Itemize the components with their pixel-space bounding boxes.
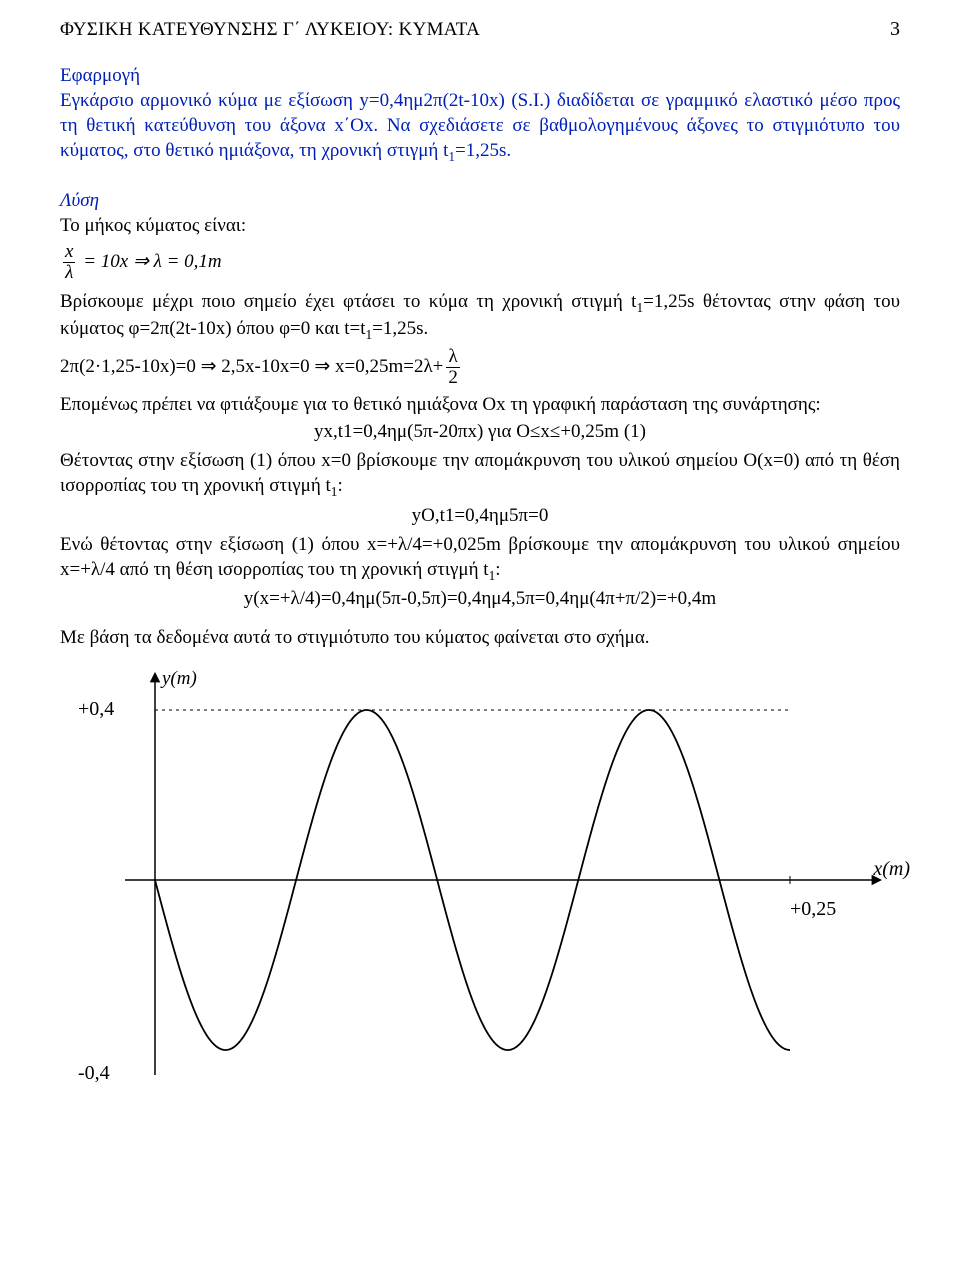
solution-conclusion: Με βάση τα δεδομένα αυτά το στιγμιότυπο … xyxy=(60,625,900,650)
y-tick-positive: +0,4 xyxy=(78,698,114,721)
eq2-frac-num: λ xyxy=(446,347,460,368)
p2-tail: =1,25s. xyxy=(372,318,428,339)
problem-block: Εφαρμογή Εγκάρσιο αρμονικό κύμα με εξίσω… xyxy=(60,63,900,166)
p2-a: Βρίσκουμε μέχρι ποιο σημείο έχει φτάσει … xyxy=(60,291,636,312)
solution-label: Λύση xyxy=(60,188,900,213)
wave-chart-svg xyxy=(60,670,900,1090)
equation-5: y(x=+λ/4)=0,4ημ(5π-0,5π)=0,4ημ4,5π=0,4ημ… xyxy=(60,586,900,611)
x-axis-label: x(m) xyxy=(873,858,910,881)
p5-tail: : xyxy=(495,559,500,580)
p5-a: Ενώ θέτοντας στην εξίσωση (1) όπου x=+λ/… xyxy=(60,534,900,580)
problem-body: Εγκάρσιο αρμονικό κύμα με εξίσωση y=0,4η… xyxy=(60,88,900,166)
p4-a: Θέτοντας στην εξίσωση (1) όπου x=0 βρίσκ… xyxy=(60,450,900,496)
equation-2: 2π(2·1,25-10x)=0 ⇒ 2,5x-10x=0 ⇒ x=0,25m=… xyxy=(60,347,900,388)
x-tick-positive: +0,25 xyxy=(790,898,836,921)
eq2-frac-den: 2 xyxy=(446,368,460,388)
problem-title: Εφαρμογή xyxy=(60,63,900,88)
solution-line-1: Το μήκος κύματος είναι: xyxy=(60,213,900,238)
page: ΦΥΣΙΚΗ ΚΑΤΕΥΘΥΝΣΗΣ Γ΄ ΛΥΚΕΙΟΥ: ΚΥΜΑΤΑ 3 … xyxy=(0,0,960,1268)
wave-figure: y(m) x(m) +0,4 -0,4 +0,25 xyxy=(60,670,900,1090)
equation-3: yx,t1=0,4ημ(5π-20πx) για O≤x≤+0,25m (1) xyxy=(60,419,900,444)
solution-p3: Επομένως πρέπει να φτιάξουμε για το θετι… xyxy=(60,392,900,417)
eq2-left: 2π(2·1,25-10x)=0 ⇒ 2,5x-10x=0 ⇒ x=0,25m=… xyxy=(60,356,443,377)
solution-p5: Ενώ θέτοντας στην εξίσωση (1) όπου x=+λ/… xyxy=(60,532,900,584)
fraction-x-lambda: x λ xyxy=(63,242,75,283)
equation-lambda: x λ = 10x ⇒ λ = 0,1m xyxy=(60,242,900,283)
solution-block: Λύση Το μήκος κύματος είναι: x λ = 10x ⇒… xyxy=(60,188,900,651)
frac-num: x xyxy=(63,242,75,263)
frac-den: λ xyxy=(63,263,75,283)
y-axis-label: y(m) xyxy=(162,668,197,690)
page-header: ΦΥΣΙΚΗ ΚΑΤΕΥΘΥΝΣΗΣ Γ΄ ΛΥΚΕΙΟΥ: ΚΥΜΑΤΑ 3 xyxy=(60,18,900,41)
y-tick-negative: -0,4 xyxy=(78,1062,110,1085)
solution-p2: Βρίσκουμε μέχρι ποιο σημείο έχει φτάσει … xyxy=(60,289,900,344)
equation-4: yO,t1=0,4ημ5π=0 xyxy=(60,503,900,528)
page-number: 3 xyxy=(890,18,900,41)
solution-p4: Θέτοντας στην εξίσωση (1) όπου x=0 βρίσκ… xyxy=(60,448,900,500)
header-title: ΦΥΣΙΚΗ ΚΑΤΕΥΘΥΝΣΗΣ Γ΄ ΛΥΚΕΙΟΥ: ΚΥΜΑΤΑ xyxy=(60,19,480,41)
problem-text-1-tail: =1,25s. xyxy=(455,140,511,161)
fraction-lambda-2: λ 2 xyxy=(446,347,460,388)
p4-tail: : xyxy=(337,475,342,496)
eq-rest: = 10x ⇒ λ = 0,1m xyxy=(83,251,221,272)
